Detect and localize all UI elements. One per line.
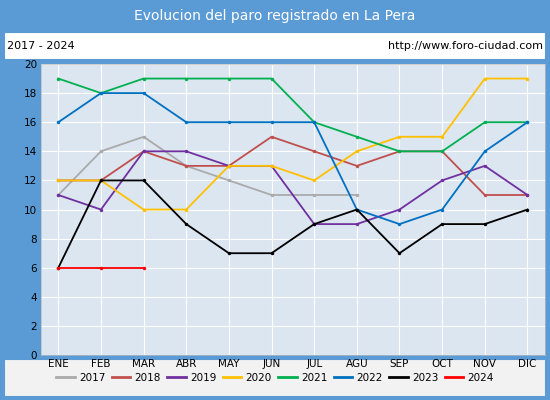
Text: http://www.foro-ciudad.com: http://www.foro-ciudad.com — [388, 41, 543, 51]
Text: 2017 - 2024: 2017 - 2024 — [7, 41, 74, 51]
Legend: 2017, 2018, 2019, 2020, 2021, 2022, 2023, 2024: 2017, 2018, 2019, 2020, 2021, 2022, 2023… — [56, 373, 494, 383]
Text: Evolucion del paro registrado en La Pera: Evolucion del paro registrado en La Pera — [134, 9, 416, 23]
